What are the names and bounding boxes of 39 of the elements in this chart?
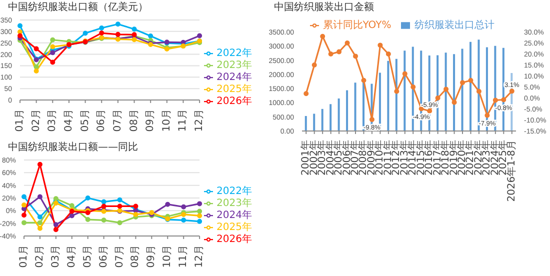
legend-label: 2024年 xyxy=(216,210,252,221)
legend-label: 2026年 xyxy=(216,234,252,245)
x-tick-label: 02月 xyxy=(30,109,42,132)
legend-label: 2023年 xyxy=(216,60,252,71)
x-tick-label: 05月 xyxy=(80,109,91,132)
x-tick-label: 05月 xyxy=(82,245,94,268)
chart-title: 中国纺织服装出口额（亿美元） xyxy=(7,0,149,15)
legend-label: 2026年 xyxy=(216,96,252,107)
legend-label: 2025年 xyxy=(216,222,252,233)
legend-label: 累计同比YOY% xyxy=(322,20,392,31)
legend-label: 纺织服装出口总计 xyxy=(414,20,494,31)
x-tick-label: 12月 xyxy=(194,245,206,268)
x-tick-label: 08月 xyxy=(128,109,140,132)
x-tick-label: 02月 xyxy=(34,245,46,268)
x-tick-label: 07月 xyxy=(114,245,126,268)
legend-label: 2022年 xyxy=(216,186,252,197)
legend-label: 2022年 xyxy=(216,48,252,59)
x-tick-label: 01月 xyxy=(14,109,26,132)
x-tick-label: 03月 xyxy=(47,109,58,132)
x-tick-label: 07月 xyxy=(112,109,124,132)
chart-title: 中国纺织服装出口金额 xyxy=(273,0,375,15)
legend-label: 2025年 xyxy=(216,84,252,95)
legend-label: 2024年 xyxy=(216,72,252,83)
x-tick-label: 09月 xyxy=(146,245,158,268)
x-tick-label: 01月 xyxy=(18,245,30,268)
x-tick-label: 06月 xyxy=(98,245,110,268)
x-tick-label: 03月 xyxy=(50,245,62,268)
legend-label: 2023年 xyxy=(216,198,252,209)
x-tick-label: 11月 xyxy=(178,109,189,132)
x-tick-label: 10月 xyxy=(162,245,174,268)
x-tick-label: 12月 xyxy=(194,109,206,132)
chart-title: 中国纺织服装出口额——同比 xyxy=(7,140,139,155)
x-tick-label: 10月 xyxy=(161,109,172,132)
x-tick-label: 04月 xyxy=(63,109,74,132)
x-tick-label: 08月 xyxy=(130,245,142,268)
x-tick-label: 04月 xyxy=(66,245,78,268)
x-tick-label: 09月 xyxy=(145,109,156,132)
x-tick-label: 11月 xyxy=(178,245,190,268)
x-tick-label: 06月 xyxy=(96,109,108,132)
